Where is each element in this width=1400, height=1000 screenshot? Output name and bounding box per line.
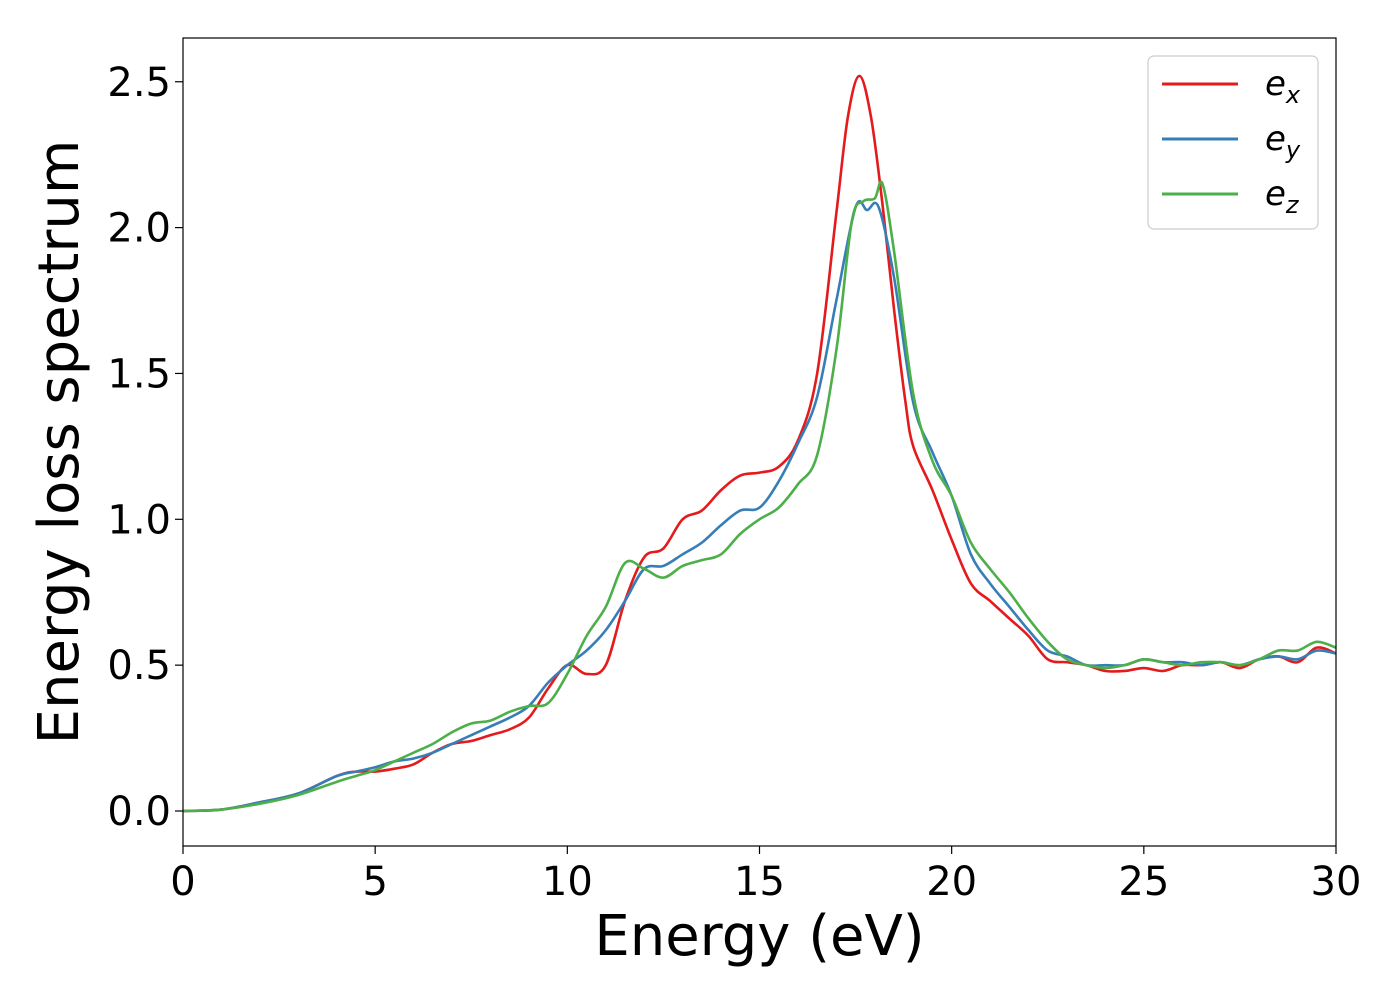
legend-label-y: ey	[1265, 119, 1301, 164]
y-tick-label: 1.0	[107, 497, 171, 543]
series-line-z	[182, 180, 1337, 813]
y-tick-label: 2.0	[107, 206, 171, 252]
x-tick-label: 5	[362, 859, 387, 905]
x-tick-label: 20	[926, 859, 977, 905]
y-tick-label: 2.5	[107, 60, 171, 106]
y-tick-label: 1.5	[107, 351, 171, 397]
x-tick-label: 10	[542, 859, 593, 905]
x-axis-label: Energy (eV)	[594, 904, 924, 969]
y-tick-label: 0.5	[107, 643, 171, 689]
x-axis: 0 5 10 15 20 25 30	[170, 846, 1361, 905]
y-axis-label: Energy loss spectrum	[27, 140, 92, 745]
x-tick-label: 25	[1118, 859, 1169, 905]
x-tick-label: 0	[170, 859, 195, 905]
x-tick-label: 15	[734, 859, 785, 905]
legend-label-z: ez	[1265, 174, 1300, 219]
series-layer	[182, 74, 1337, 813]
x-tick-label: 30	[1311, 859, 1362, 905]
y-tick-label: 0.0	[107, 789, 171, 835]
plot-area	[183, 38, 1336, 846]
legend-box	[1147, 55, 1319, 230]
y-axis: 0.0 0.5 1.0 1.5 2.0 2.5	[107, 60, 183, 835]
legend-label-x: ex	[1265, 64, 1301, 109]
legend: ex ey ez	[1147, 55, 1319, 230]
